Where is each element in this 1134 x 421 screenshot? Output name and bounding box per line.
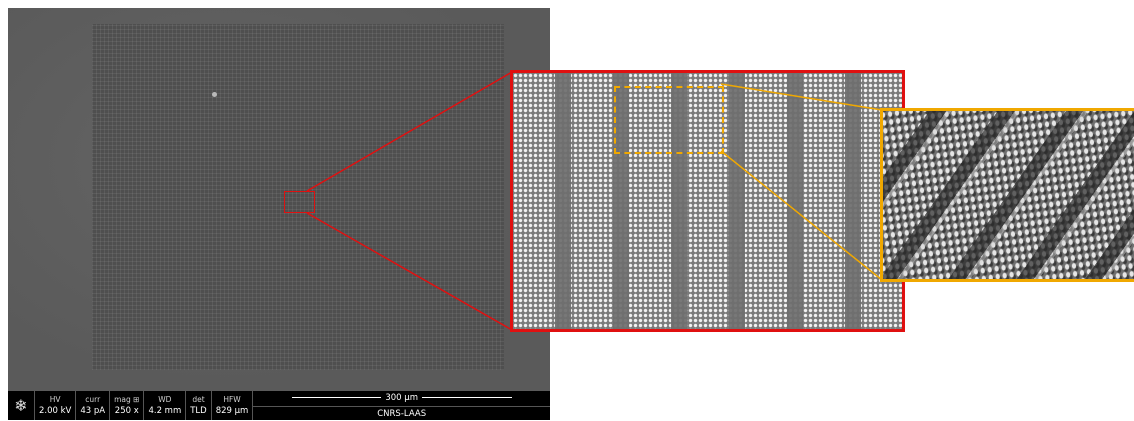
field-label: mag ⊞ [114,395,140,404]
field-value: 2.00 kV [39,406,72,416]
field-label: HFW [223,395,241,404]
scale-bar-cell: 300 µm CNRS-LAAS [253,391,550,420]
scale-bar-label: 300 µm [385,392,418,403]
zoom-inset-1 [510,70,905,332]
field-label: WD [158,395,172,404]
fei-snowflake-logo-icon: ❄ [8,391,35,420]
databar-field-mag: mag ⊞ 250 x [110,391,145,420]
field-value: 250 x [114,406,139,416]
field-value: 43 pA [80,406,106,416]
databar-field-wd: WD 4.2 mm [144,391,187,420]
red-region-of-interest [284,191,315,213]
zoom-inset-2-tilted [880,108,1134,282]
sem-overview-image [8,8,550,391]
orange-region-of-interest [614,86,724,154]
databar-field-curr: curr 43 pA [76,391,111,420]
databar-field-hv: HV 2.00 kV [35,391,77,420]
scale-line-left [291,397,382,398]
databar-field-det: det TLD [186,391,212,420]
field-value: TLD [190,406,207,416]
field-label: det [192,395,205,404]
pillar-row-shading [883,111,1134,279]
sem-databar: ❄ HV 2.00 kV curr 43 pA mag ⊞ 250 x WD 4… [8,391,550,420]
field-value: 4.2 mm [148,406,182,416]
field-value: 829 µm [215,406,249,416]
databar-field-hfw: HFW 829 µm [212,391,254,420]
dust-particle [212,92,217,97]
field-label: curr [85,395,101,404]
scale-bar: 300 µm [291,392,512,403]
organization-label: CNRS-LAAS [253,405,550,419]
field-label: HV [49,395,61,404]
scale-line-right [421,397,512,398]
